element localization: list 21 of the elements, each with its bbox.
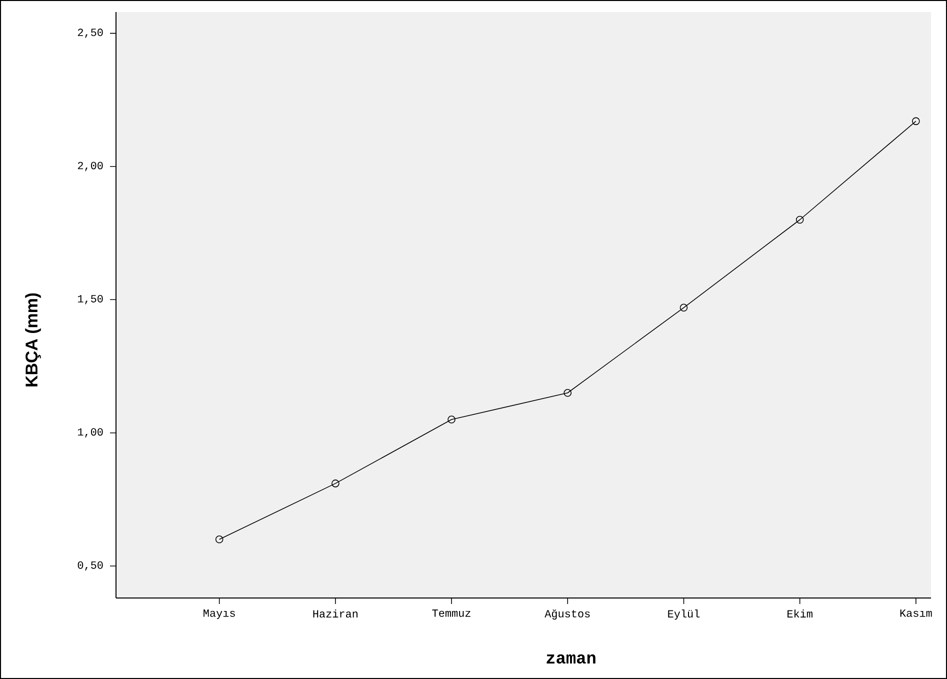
x-tick-label: Eylül [668,610,700,620]
y-tick-label: 2,50 [78,28,103,38]
x-tick-label: Temmuz [432,610,470,617]
y-tick-label: 0,50 [78,561,103,571]
point [912,117,920,126]
x-axis-title: zaman [546,654,596,664]
y-tick-label: 1,50 [78,295,103,304]
point [564,388,572,397]
x-tick-label: Haziran [313,610,358,618]
point [680,304,688,312]
x-tick-label: Ekim [788,610,812,618]
y-tick-label: 2,00 [78,162,103,172]
x-tick-label: Kasım [900,610,932,617]
point [448,416,456,424]
x-tick-label: Mayıs [204,610,235,619]
point [332,480,340,488]
y-tick-label: 1,00 [78,428,103,438]
y-axis-title: KBÇA (mm) [25,293,41,386]
point [215,535,224,544]
x-tick-label: Ağustos [544,610,590,620]
point [796,216,804,224]
